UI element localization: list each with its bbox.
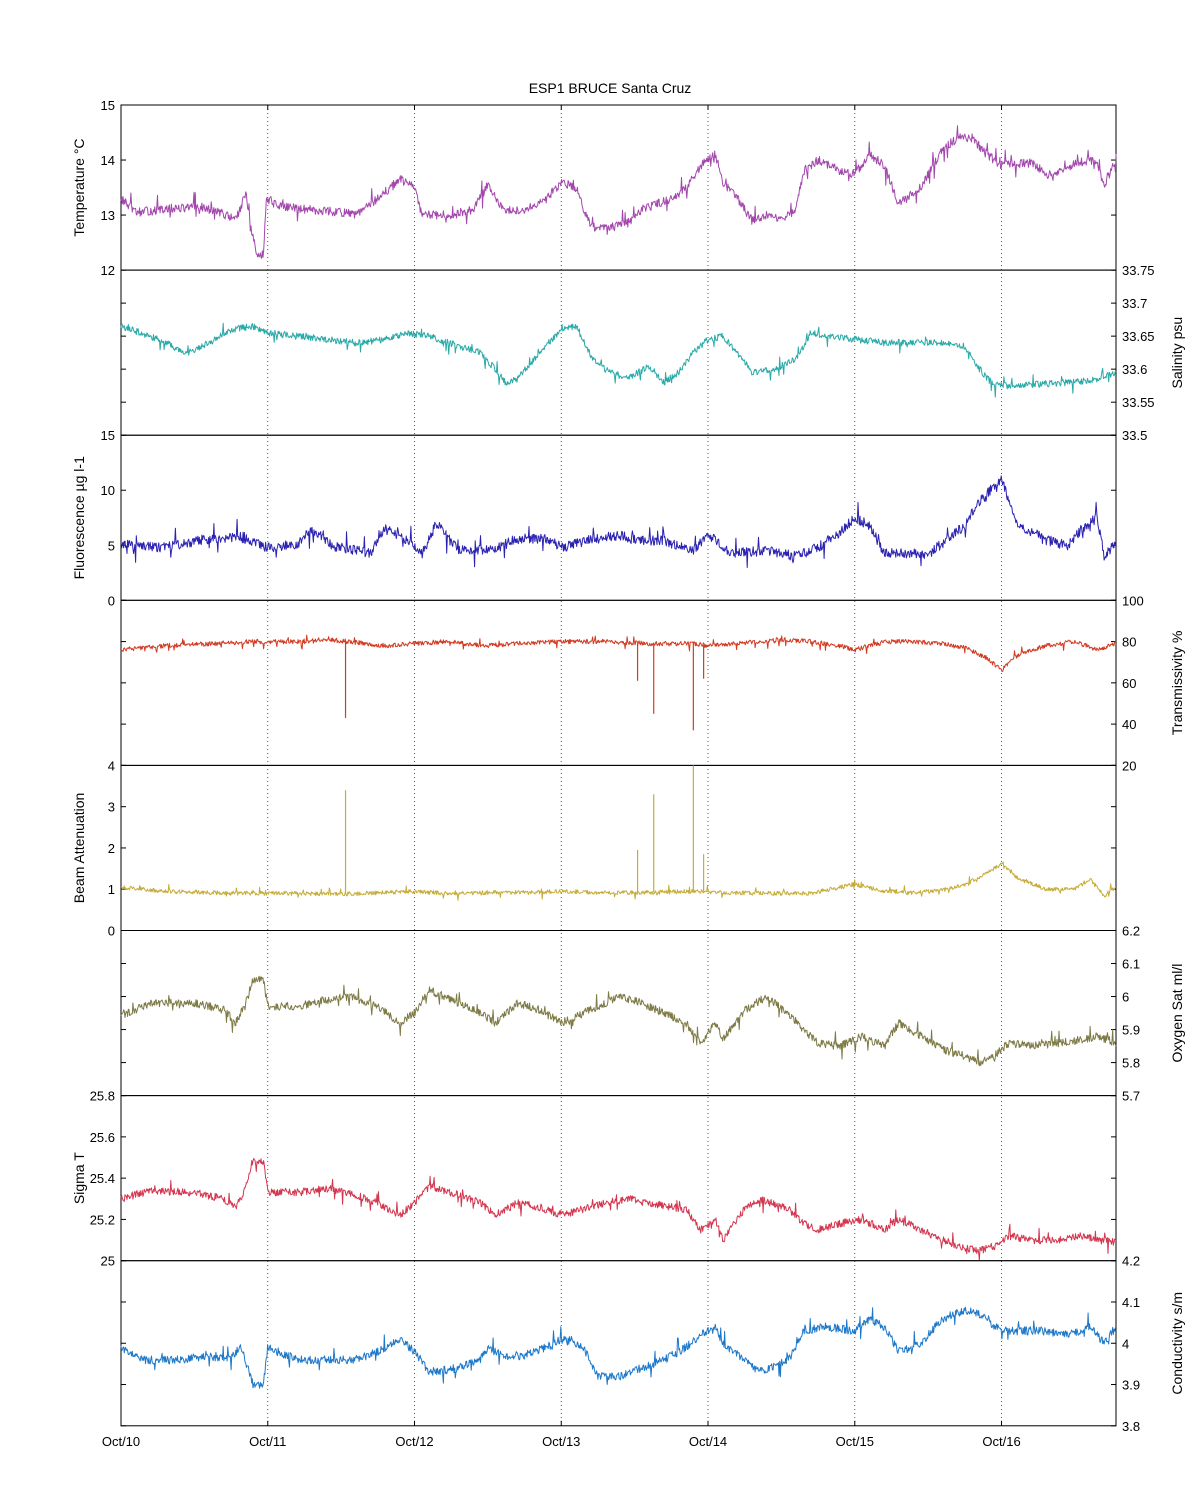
y-tick-label: 33.5 [1122, 428, 1147, 443]
y-tick-label: 4.1 [1122, 1295, 1140, 1310]
series-line-beam_attenuation [121, 861, 1117, 901]
panel-salinity: 33.5 33.55 33.6 33.65 33.7 33.75 Salinity psu [120, 263, 1185, 443]
x-tick-label: Oct/13 [542, 1434, 580, 1449]
y-tick-label: 3 [108, 800, 115, 815]
panel-frame [120, 599, 1117, 766]
y-tick-label: 10 [101, 483, 115, 498]
y-axis-label: Transmissivity % [1169, 631, 1185, 736]
x-axis: Oct/10 Oct/11 Oct/12 Oct/13 Oct/14 Oct/15 Oct/… [102, 105, 1021, 1449]
y-axis-label: Oxygen Sat ml/l [1169, 964, 1185, 1063]
y-tick-label: 25.2 [90, 1212, 115, 1227]
y-tick-label: 33.65 [1122, 329, 1155, 344]
y-axis-label: Salinity psu [1169, 317, 1185, 389]
y-tick-label: 1 [108, 882, 115, 897]
y-tick-label: 80 [1122, 635, 1136, 650]
series-line-transmissivity [120, 634, 1117, 672]
y-tick-label: 12 [101, 263, 115, 278]
y-tick-label: 20 [1122, 758, 1136, 773]
y-tick-label: 60 [1122, 676, 1136, 691]
y-axis-label: Conductivity s/m [1169, 1292, 1185, 1395]
y-tick-label: 6 [1122, 990, 1129, 1005]
y-tick-label: 3.9 [1122, 1378, 1140, 1393]
x-tick-label: Oct/15 [836, 1434, 874, 1449]
y-axis-label: Beam Attenuation [71, 793, 87, 904]
panel-frame [120, 764, 1117, 932]
panel-conductivity: 3.8 3.9 4 4.1 4.2 Conductivity s/m [120, 1254, 1185, 1434]
y-tick-label: 15 [101, 98, 115, 113]
y-tick-label: 2 [108, 841, 115, 856]
y-tick-label: 33.75 [1122, 263, 1155, 278]
y-tick-label: 25 [101, 1254, 115, 1269]
series-line-conductivity [120, 1306, 1116, 1389]
y-axis-label: Fluorescence µg l-1 [71, 456, 87, 579]
series-line-oxygen_sat [120, 975, 1117, 1067]
x-tick-label: Oct/10 [102, 1434, 140, 1449]
x-tick-label: Oct/16 [982, 1434, 1020, 1449]
y-tick-label: 25.6 [90, 1130, 115, 1145]
x-tick-label: Oct/12 [395, 1434, 433, 1449]
y-axis-label: Sigma T [71, 1152, 87, 1204]
y-tick-label: 15 [101, 428, 115, 443]
y-tick-label: 40 [1122, 717, 1136, 732]
series-line-salinity [120, 322, 1117, 398]
y-tick-label: 5.8 [1122, 1056, 1140, 1071]
panel-sigma_t: 25 25.2 25.4 25.6 25.8 Sigma T [71, 1089, 1117, 1269]
y-tick-label: 33.7 [1122, 296, 1147, 311]
panel-frame [120, 104, 1117, 271]
y-tick-label: 33.55 [1122, 395, 1155, 410]
y-tick-label: 6.2 [1122, 924, 1140, 939]
y-tick-label: 3.8 [1122, 1419, 1140, 1434]
panel-temperature: 12 13 14 15 Temperature °C [71, 98, 1117, 278]
y-tick-label: 100 [1122, 593, 1144, 608]
y-tick-label: 0 [108, 924, 115, 939]
panel-frame [120, 434, 1117, 601]
series-line-fluorescence [120, 475, 1117, 568]
panel-frame [120, 1095, 1117, 1262]
y-tick-label: 0 [108, 593, 115, 608]
panel-oxygen_sat: 5.7 5.8 5.9 6 6.1 6.2 Oxygen Sat ml/l [120, 924, 1185, 1104]
y-tick-label: 25.8 [90, 1089, 115, 1104]
y-tick-label: 33.6 [1122, 362, 1147, 377]
panel-transmissivity: 20 40 60 80 100 Transmissivity % [120, 593, 1185, 773]
y-tick-label: 25.4 [90, 1171, 115, 1186]
chart-title: ESP1 BRUCE Santa Cruz [529, 80, 692, 96]
y-tick-label: 4 [108, 758, 115, 773]
x-tick-label: Oct/11 [249, 1434, 286, 1449]
y-tick-label: 4.2 [1122, 1254, 1140, 1269]
y-tick-label: 13 [101, 208, 115, 223]
x-tick-label: Oct/14 [689, 1434, 727, 1449]
panel-beam_attenuation: 0 1 2 3 4 Beam Attenuation [71, 758, 1117, 939]
y-tick-label: 5.9 [1122, 1023, 1140, 1038]
y-tick-label: 5 [108, 538, 115, 553]
series-line-sigma_t [120, 1158, 1117, 1261]
panel-frame [120, 1260, 1117, 1427]
panel-frame [120, 930, 1117, 1097]
y-tick-label: 5.7 [1122, 1089, 1140, 1104]
y-tick-label: 14 [101, 153, 115, 168]
y-axis-label: Temperature °C [71, 138, 87, 236]
series-line-temperature [120, 125, 1117, 259]
y-tick-label: 6.1 [1122, 957, 1140, 972]
panel-fluorescence: 0 5 10 15 Fluorescence µg l-1 [71, 428, 1117, 608]
y-tick-label: 4 [1122, 1336, 1129, 1351]
